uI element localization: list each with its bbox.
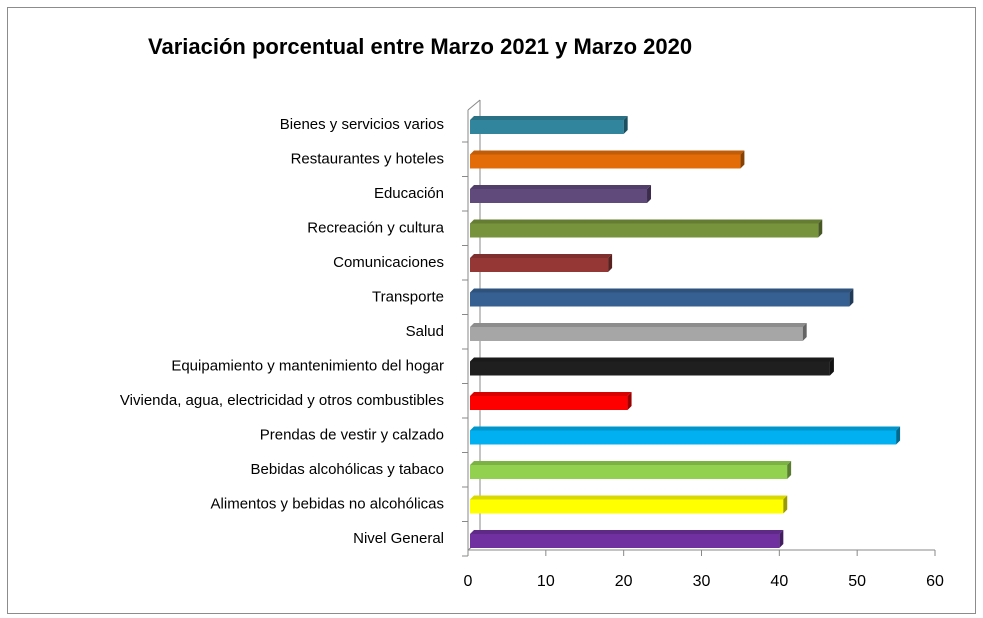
bar-side <box>608 254 613 272</box>
bar-top <box>470 357 834 362</box>
bar-top <box>470 495 788 500</box>
bar-side <box>849 288 854 307</box>
chart-frame <box>7 7 976 614</box>
bar <box>470 430 897 445</box>
bar-top <box>470 254 613 258</box>
axis-depth <box>467 99 481 111</box>
bar-side <box>783 495 788 514</box>
y-tick-label: Equipamiento y mantenimiento del hogar <box>171 357 444 374</box>
bar <box>470 292 850 307</box>
bar-side <box>829 357 834 376</box>
y-tick-label: Transporte <box>372 288 444 305</box>
x-tick-label: 50 <box>848 573 866 590</box>
bar <box>470 154 741 169</box>
bar-top <box>470 426 901 431</box>
x-tick-label: 0 <box>464 573 473 590</box>
y-tick-label: Educación <box>374 185 444 202</box>
bar <box>470 258 609 272</box>
chart-title: Variación porcentual entre Marzo 2021 y … <box>148 34 692 59</box>
x-tick-label: 30 <box>693 573 711 590</box>
bar-top <box>470 392 632 396</box>
bar-side <box>818 219 823 238</box>
y-tick-label: Bienes y servicios varios <box>280 116 444 133</box>
bar-top <box>470 323 807 327</box>
bar <box>470 396 628 410</box>
bar <box>470 499 784 514</box>
bar-side <box>647 185 652 203</box>
y-tick-label: Vivienda, agua, electricidad y otros com… <box>120 392 444 409</box>
y-tick-label: Comunicaciones <box>333 254 444 271</box>
bar-side <box>623 116 628 134</box>
bar-side <box>896 426 901 445</box>
bar-side <box>627 392 632 410</box>
x-tick-label: 20 <box>615 573 633 590</box>
bar-top <box>470 150 745 155</box>
x-tick-label: 40 <box>770 573 788 590</box>
y-tick-label: Restaurantes y hoteles <box>291 150 444 167</box>
bar-top <box>470 530 784 534</box>
bar <box>470 465 788 479</box>
bar <box>470 223 819 238</box>
bar-side <box>779 530 784 548</box>
y-tick-label: Prendas de vestir y calzado <box>260 426 444 443</box>
y-tick-label: Bebidas alcohólicas y tabaco <box>251 461 444 478</box>
bar <box>470 189 648 203</box>
x-tick-label: 60 <box>926 573 944 590</box>
bar-top <box>470 461 792 465</box>
bar-side <box>787 461 792 479</box>
bar <box>470 361 830 376</box>
x-tick-label: 10 <box>537 573 555 590</box>
bar-top <box>470 116 628 120</box>
y-tick-label: Salud <box>406 323 444 340</box>
bar <box>470 327 803 341</box>
bar-top <box>470 288 854 293</box>
bar-top <box>470 219 823 224</box>
bar-top <box>470 185 652 189</box>
y-tick-label: Nivel General <box>353 530 444 547</box>
bar-side <box>740 150 745 169</box>
bar <box>470 120 624 134</box>
bar <box>470 534 780 548</box>
y-tick-label: Recreación y cultura <box>307 219 444 236</box>
bar-side <box>802 323 807 341</box>
y-tick-label: Alimentos y bebidas no alcohólicas <box>211 495 444 512</box>
